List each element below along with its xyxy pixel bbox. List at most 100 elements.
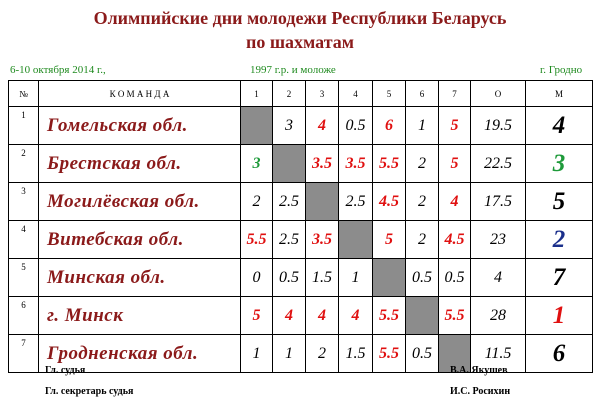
game-score: 4 [272, 296, 306, 335]
game-score: 4 [438, 182, 471, 221]
game-score: 2 [305, 334, 339, 373]
game-score: 5.5 [372, 144, 406, 183]
game-score: 4.5 [372, 182, 406, 221]
game-score: 2 [405, 220, 439, 259]
place: 3 [525, 144, 593, 183]
row-number: 1 [8, 106, 39, 145]
row-number: 6 [8, 296, 39, 335]
game-score: 4.5 [438, 220, 471, 259]
game-score: 6 [372, 106, 406, 145]
place: г. Гродно [540, 64, 583, 76]
game-score: 0.5 [272, 258, 306, 297]
column-header: 4 [338, 80, 373, 107]
column-header: 6 [405, 80, 439, 107]
dates: 6-10 октября 2014 г., [10, 64, 106, 76]
judge-label: Гл. судья [45, 365, 86, 376]
place: 6 [525, 334, 593, 373]
column-header: 1 [240, 80, 273, 107]
team-name: Витебская обл. [38, 220, 241, 259]
place: 4 [525, 106, 593, 145]
points: 28 [470, 296, 526, 335]
game-score: 5 [372, 220, 406, 259]
game-score: 5.5 [240, 220, 273, 259]
game-score: 1.5 [305, 258, 339, 297]
team-name: Могилёвская обл. [38, 182, 241, 221]
title: Олимпийские дни молодежи Республики Бела… [93, 8, 507, 28]
empty-cell [438, 334, 471, 373]
game-score: 5.5 [372, 334, 406, 373]
game-score: 2.5 [272, 182, 306, 221]
column-header: 2 [272, 80, 306, 107]
game-score: 3 [272, 106, 306, 145]
points: 22.5 [470, 144, 526, 183]
game-score: 5.5 [372, 296, 406, 335]
empty-cell [305, 182, 339, 221]
place: 5 [525, 182, 593, 221]
game-score: 4 [338, 296, 373, 335]
team-name: г. Минск [38, 296, 241, 335]
game-score: 2.5 [272, 220, 306, 259]
team-row: 3 Могилёвская обл. 2 2.5 2.5 4.5 2 4 17.5 5 [8, 182, 593, 221]
team-row: 5 Минская обл. 0 0.5 1.5 1 0.5 0.5 4 7 [8, 258, 593, 297]
points: 23 [470, 220, 526, 259]
empty-cell [240, 106, 273, 145]
row-number: 4 [8, 220, 39, 259]
empty-cell [405, 296, 439, 335]
team-row: 7 Гродненская обл. 1 1 2 1.5 5.5 0.5 11.5 6 [8, 334, 593, 373]
row-number: 7 [8, 334, 39, 373]
game-score: 4 [305, 106, 339, 145]
game-score: 5 [240, 296, 273, 335]
team-name: Гомельская обл. [38, 106, 241, 145]
game-score: 1 [338, 258, 373, 297]
column-header: К О М А Н Д А [38, 80, 241, 107]
empty-cell [338, 220, 373, 259]
game-score: 0.5 [405, 334, 439, 373]
team-row: 6 г. Минск 5 4 4 4 5.5 5.5 28 1 [8, 296, 593, 335]
game-score: 1.5 [338, 334, 373, 373]
secretary-name: И.С. Росихин [450, 386, 511, 397]
age: 1997 г.р. и моложе [250, 64, 336, 76]
column-header: 7 [438, 80, 471, 107]
game-score: 2 [240, 182, 273, 221]
points: 19.5 [470, 106, 526, 145]
column-header: 3 [305, 80, 339, 107]
place: 2 [525, 220, 593, 259]
game-score: 3 [240, 144, 273, 183]
points: 4 [470, 258, 526, 297]
row-number: 3 [8, 182, 39, 221]
place: 1 [525, 296, 593, 335]
game-score: 5 [438, 106, 471, 145]
game-score: 4 [305, 296, 339, 335]
game-score: 0 [240, 258, 273, 297]
game-score: 0.5 [338, 106, 373, 145]
place: 7 [525, 258, 593, 297]
game-score: 2 [405, 144, 439, 183]
empty-cell [272, 144, 306, 183]
row-number: 2 [8, 144, 39, 183]
column-header: М [525, 80, 593, 107]
empty-cell [372, 258, 406, 297]
game-score: 2.5 [338, 182, 373, 221]
game-score: 1 [240, 334, 273, 373]
game-score: 3.5 [338, 144, 373, 183]
column-header: № [8, 80, 39, 107]
column-header: О [470, 80, 526, 107]
game-score: 3.5 [305, 144, 339, 183]
team-row: 1 Гомельская обл. 3 4 0.5 6 1 5 19.5 4 [8, 106, 593, 145]
judge-name: В.А. Якушев [450, 365, 508, 376]
team-name: Брестская обл. [38, 144, 241, 183]
column-header: 5 [372, 80, 406, 107]
team-row: 2 Брестская обл. 3 3.5 3.5 5.5 2 5 22.5 3 [8, 144, 593, 183]
game-score: 5 [438, 144, 471, 183]
results-table: № К О М А Н Д А 1 2 3 4 5 6 7 О М 1 Гомельская обл. 3… [8, 80, 593, 373]
game-score: 3.5 [305, 220, 339, 259]
game-score: 2 [405, 182, 439, 221]
game-score: 1 [405, 106, 439, 145]
secretary-label: Гл. секретарь судья [45, 386, 134, 397]
team-row: 4 Витебская обл. 5.5 2.5 3.5 5 2 4.5 23 2 [8, 220, 593, 259]
points: 17.5 [470, 182, 526, 221]
game-score: 0.5 [405, 258, 439, 297]
row-number: 5 [8, 258, 39, 297]
